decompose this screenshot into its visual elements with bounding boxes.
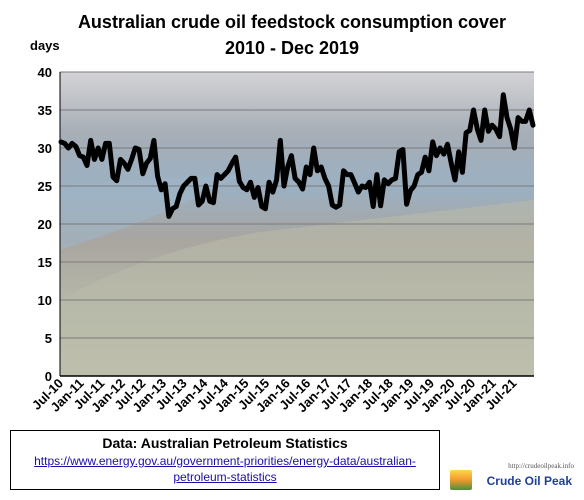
chart-title-line1: Australian crude oil feedstock consumpti… <box>77 12 507 32</box>
x-ticks: Jul-10Jan-11Jul-11Jan-12Jul-12Jan-13Jul-… <box>29 375 520 415</box>
source-title: Data: Australian Petroleum Statistics <box>102 435 348 451</box>
logo-image-icon <box>450 470 472 490</box>
y-tick-label: 10 <box>38 293 52 308</box>
y-tick-label: 15 <box>38 255 52 270</box>
y-axis-label: days <box>30 38 60 53</box>
y-tick-label: 0 <box>45 369 52 384</box>
y-tick-label: 35 <box>38 103 52 118</box>
y-tick-label: 40 <box>38 65 52 80</box>
line-chart: 0 5 10 15 20 25 30 35 40 Jul-10Jan-11Jul-11Jan-1… <box>29 65 536 415</box>
y-tick-label: 25 <box>38 179 52 194</box>
gridlines <box>60 71 534 339</box>
crude-oil-peak-logo: http://crudeoilpeak.info Crude Oil Peak <box>450 462 574 492</box>
chart-title-line2: 2010 - Dec 2019 <box>224 38 360 58</box>
source-link[interactable]: https://www.energy.gov.au/government-pri… <box>34 454 416 484</box>
y-tick-label: 5 <box>45 331 52 346</box>
y-ticks: 0 5 10 15 20 25 30 35 40 <box>38 65 52 384</box>
source-box: Data: Australian Petroleum Statistics ht… <box>10 430 440 490</box>
y-tick-label: 20 <box>38 217 52 232</box>
y-tick-label: 30 <box>38 141 52 156</box>
logo-name: Crude Oil Peak <box>486 474 572 488</box>
series-line <box>58 92 536 219</box>
coast-shape <box>60 200 534 376</box>
logo-url: http://crudeoilpeak.info <box>508 462 574 470</box>
